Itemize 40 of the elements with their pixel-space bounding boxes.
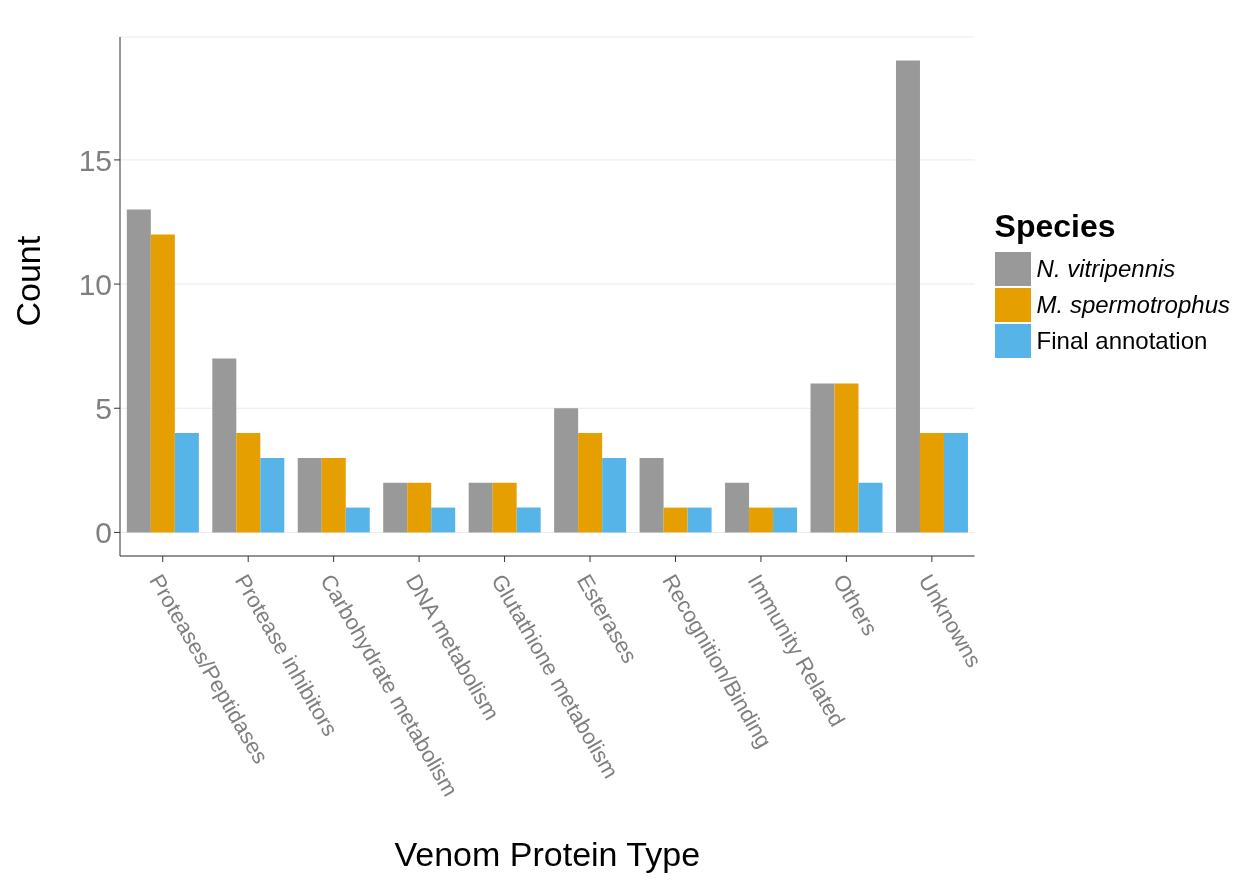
bar [260, 457, 285, 533]
bar [919, 433, 944, 533]
bar [126, 209, 151, 533]
bar [810, 383, 835, 533]
bar [895, 60, 920, 533]
bar [554, 408, 579, 533]
y-axis-title: Count [9, 235, 48, 327]
bar [492, 482, 517, 533]
y-tick-label: 15 [78, 143, 112, 177]
bar [834, 383, 859, 533]
legend-label: N. vitripennis [1036, 255, 1176, 283]
bar [174, 433, 199, 533]
y-tick-label: 10 [78, 267, 112, 301]
bar [297, 457, 322, 533]
bar [773, 507, 798, 533]
bar [383, 482, 408, 533]
bar [345, 507, 370, 533]
y-tick-label: 0 [95, 516, 112, 550]
bar [749, 507, 774, 533]
bar [321, 457, 346, 533]
bar [236, 433, 261, 533]
bar [602, 457, 627, 533]
bar [639, 457, 664, 533]
bar [431, 507, 456, 533]
bar [150, 234, 175, 533]
bar [578, 433, 603, 533]
y-tick-label: 5 [95, 391, 112, 425]
bar [725, 482, 750, 533]
bar [687, 507, 712, 533]
legend-title: Species [994, 208, 1117, 245]
bar [858, 482, 883, 533]
bar [468, 482, 493, 533]
bar [943, 433, 968, 533]
bar [212, 358, 237, 533]
bar [663, 507, 688, 533]
bar [407, 482, 432, 533]
bar [516, 507, 541, 533]
legend-label: Final annotation [1036, 327, 1208, 355]
x-axis-title: Venom Protein Type [394, 835, 701, 873]
legend-label: M. spermotrophus [1036, 291, 1230, 319]
